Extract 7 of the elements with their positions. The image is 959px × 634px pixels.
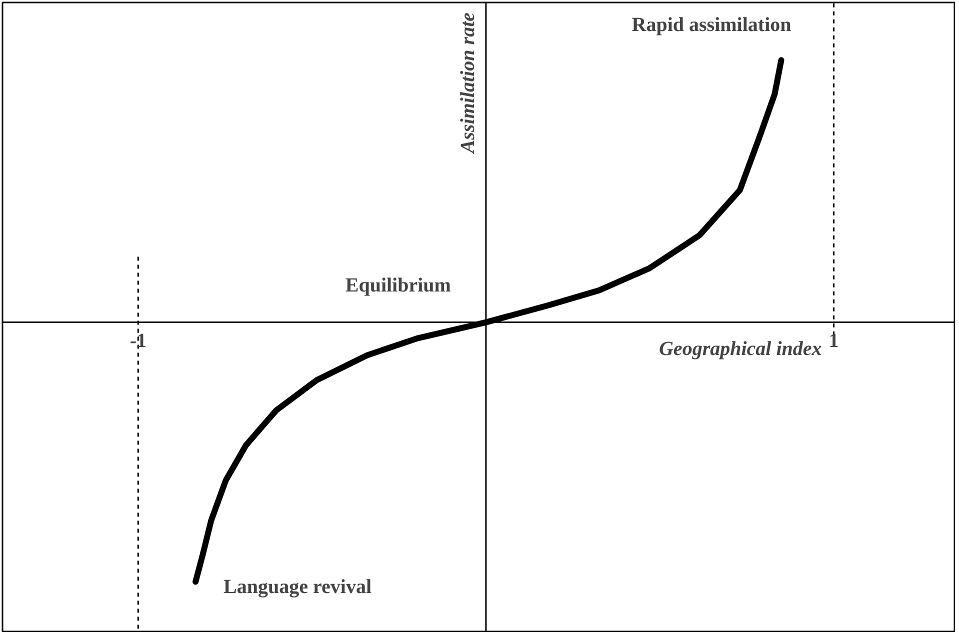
x-tick-label: -1 xyxy=(130,330,146,352)
x-axis-title: Geographical index xyxy=(658,338,822,360)
y-axis-title: Assimilation rate xyxy=(456,12,479,156)
annotation: Equilibrium xyxy=(345,274,452,296)
x-tick-label: 1 xyxy=(828,330,839,352)
annotation: Language revival xyxy=(224,576,372,598)
annotation: Rapid assimilation xyxy=(632,14,792,36)
